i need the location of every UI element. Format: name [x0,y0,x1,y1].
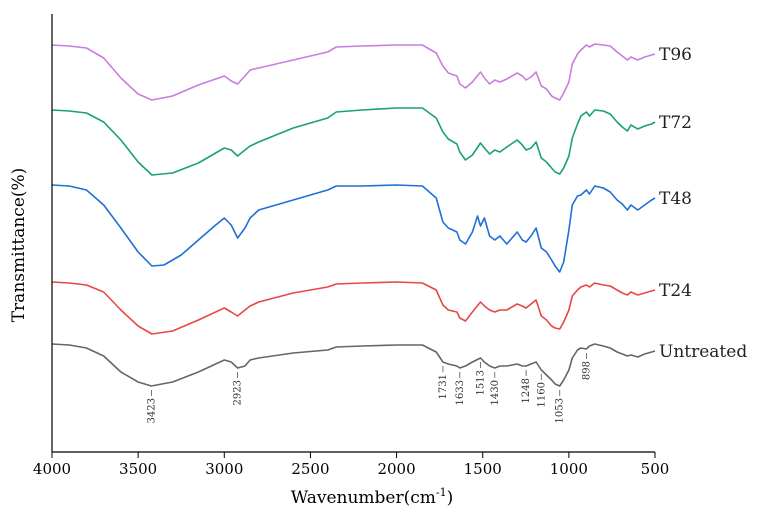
peak-label: 1633 [455,380,466,405]
x-tick-label: 2500 [291,460,329,478]
peak-label: 1731 [438,374,449,399]
series-label-t24: T24 [659,281,692,301]
series-line-untreated [51,343,656,387]
x-tick-label: 4000 [33,460,71,478]
axes [51,14,655,453]
y-axis-title: Transmittance(%) [9,168,29,323]
peak-label: 1053 [555,398,566,423]
series-label-t72: T72 [659,113,692,133]
series-label-untreated: Untreated [659,342,747,362]
series-layer [51,43,656,387]
series-line-t48 [51,184,656,273]
peak-label: 2923 [233,380,244,405]
x-tick-label: 3000 [205,460,243,478]
x-ticks: 4000 3500 3000 2500 2000 1500 1000 500 [33,452,669,478]
peak-label: 1430 [490,380,501,405]
x-tick-label: 500 [641,460,670,478]
x-tick-label: 1500 [464,460,502,478]
series-line-t24 [51,281,656,335]
x-tick-label: 2000 [377,460,415,478]
series-line-t72 [51,107,656,176]
peak-label: 1513 [475,370,486,395]
series-label-t48: T48 [659,189,692,209]
series-line-t96 [51,43,656,101]
series-labels: T96 T72 T48 T24 Untreated [659,45,747,362]
peak-label: 1248 [521,378,532,403]
series-label-t96: T96 [659,45,692,65]
peak-label: 1160 [536,382,547,407]
peak-label: 898 [581,361,592,380]
peak-label: 3423 [146,398,157,423]
x-axis-title: Wavenumber(cm-1) [291,486,454,508]
peak-annotations: 3423 2923 1731 1633 1513 1430 1248 1160 1053 898 [146,353,592,423]
x-tick-label: 3500 [119,460,157,478]
x-tick-label: 1000 [550,460,588,478]
